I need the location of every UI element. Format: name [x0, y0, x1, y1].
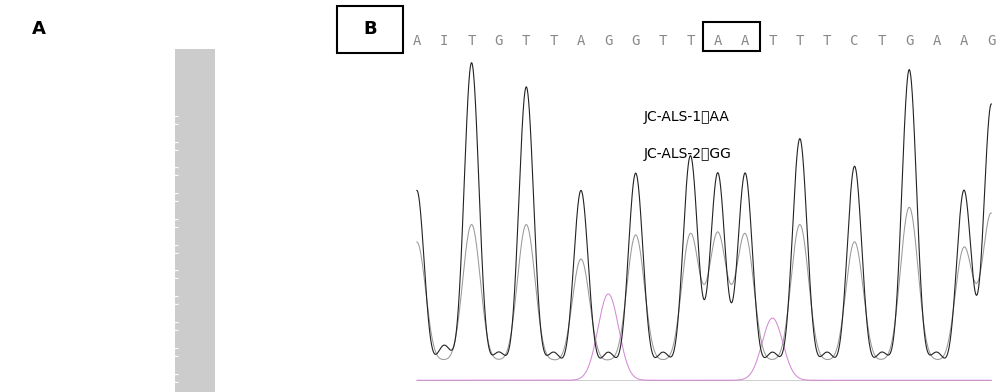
Text: JC-ALS-1为AA: JC-ALS-1为AA — [644, 110, 730, 124]
Text: B: B — [363, 20, 377, 38]
Text: GTTAGGTTAAAATCTGAAGC: GTTAGGTTAAAATCTGAAGC — [8, 63, 158, 76]
Text: ATTGTTAGGTTAAAATCTGAAGC: ATTGTTAGGTTAAAATCTGAAGC — [8, 269, 181, 283]
Text: A: A — [960, 34, 968, 48]
Text: G: G — [604, 34, 613, 48]
Text: A: A — [413, 34, 421, 48]
Bar — [175, 49, 215, 392]
Text: G: G — [632, 34, 640, 48]
Bar — [337, 6, 403, 53]
Text: T: T — [549, 34, 558, 48]
Text: A: A — [932, 34, 941, 48]
Text: I: I — [440, 34, 448, 48]
Text: T: T — [522, 34, 530, 48]
Text: ATTGTTAGGTTAAAATCTGAAGC: ATTGTTAGGTTAAAATCTGAAGC — [8, 115, 181, 128]
Text: G: G — [905, 34, 913, 48]
Text: ATTGTTAGGTTAAAATCTGAAGC: ATTGTTAGGTTAAAATCTGAAGC — [8, 347, 181, 360]
Text: ATTGTTAGGTTGGGGTCTGAAGC: ATTGTTAGGTTGGGGTCTGAAGC — [8, 373, 181, 386]
Text: ATTGTTAGGTTAAAATCTGAAGC: ATTGTTAGGTTAAAATCTGAAGC — [8, 218, 181, 231]
Text: T: T — [467, 34, 476, 48]
Text: A: A — [31, 20, 45, 38]
Text: ATTGTTAGGTTGGGGTCTGAAGC: ATTGTTAGGTTGGGGTCTGAAGC — [8, 166, 181, 180]
Text: G: G — [987, 34, 996, 48]
Text: T: T — [659, 34, 667, 48]
Text: JC-ALS-2为GG: JC-ALS-2为GG — [644, 147, 732, 161]
Text: ATTGTTAGGTTGGGGTCTGAAGC: ATTGTTAGGTTGGGGTCTGAAGC — [8, 192, 181, 205]
Text: A: A — [714, 34, 722, 48]
Text: C: C — [850, 34, 859, 48]
Bar — [11, 6, 65, 53]
Text: ATTGTTAGGTTGGGGTCTGAAGC: ATTGTTAGGTTGGGGTCTGAAGC — [8, 321, 181, 334]
Text: ATTGTTAGGTTGGGGTCTGAAGC: ATTGTTAGGTTGGGGTCTGAAGC — [8, 244, 181, 257]
Text: ATTGTTAGGTTAAAATCTGAAGC: ATTGTTAGGTTAAAATCTGAAGC — [8, 141, 181, 154]
Text: G: G — [495, 34, 503, 48]
Text: GTTAGGTTAAAATCTGAAGC: GTTAGGTTAAAATCTGAAGC — [8, 89, 158, 102]
Text: T: T — [768, 34, 777, 48]
Text: ATTGTTAGGTTGGGGTCTGAAGC: ATTGTTAGGTTGGGGTCTGAAGC — [8, 295, 181, 308]
Text: T: T — [796, 34, 804, 48]
Text: A: A — [577, 34, 585, 48]
Bar — [703, 22, 760, 51]
Text: T: T — [823, 34, 831, 48]
Text: T: T — [878, 34, 886, 48]
Text: T: T — [686, 34, 695, 48]
Text: A: A — [741, 34, 749, 48]
